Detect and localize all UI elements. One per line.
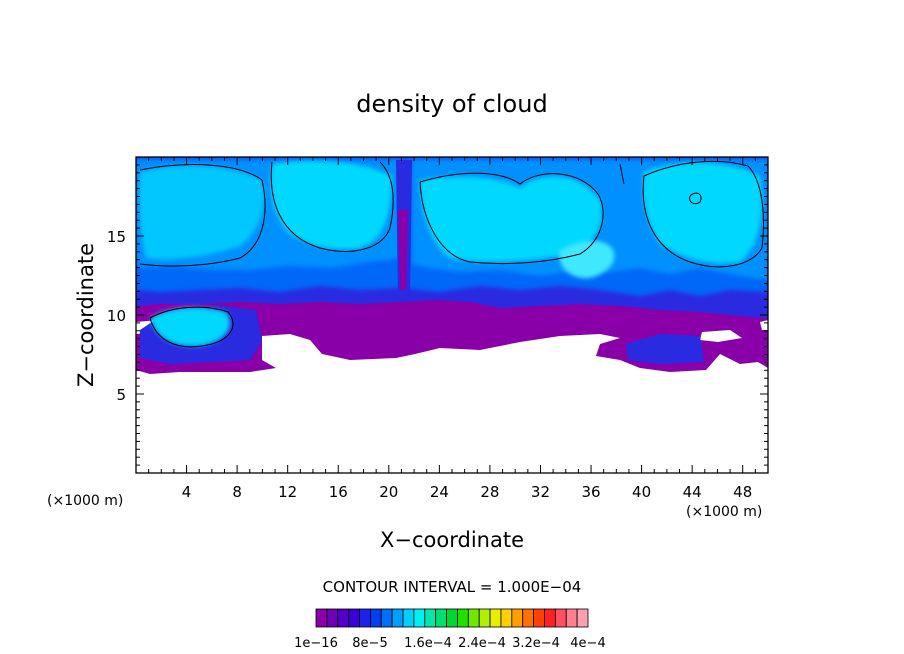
x-tick-label: 8 <box>232 483 242 501</box>
colorbar-label: 4e−4 <box>570 636 605 651</box>
contour-interval-label: CONTOUR INTERVAL = 1.000E−04 <box>323 578 582 596</box>
x-tick-label: 16 <box>329 483 348 501</box>
colorbar <box>315 608 589 628</box>
colorbar-swatch <box>554 608 567 628</box>
colorbar-swatch <box>413 608 426 628</box>
colorbar-swatch <box>500 608 513 628</box>
colorbar-label: 3.2e−4 <box>512 636 560 651</box>
colorbar-swatch <box>380 608 393 628</box>
x-tick-label: 36 <box>581 483 600 501</box>
colorbar-swatch <box>391 608 404 628</box>
y-axis-label: Z−coordinate <box>74 243 98 387</box>
colorbar-swatch <box>544 608 556 628</box>
colorbar-swatch <box>348 608 360 628</box>
colorbar-swatch <box>511 608 524 628</box>
colorbar-label: 2.4e−4 <box>458 636 506 651</box>
colorbar-swatch <box>522 608 534 628</box>
colorbar-swatch <box>489 608 502 628</box>
x-tick-label: 28 <box>480 483 499 501</box>
x-tick-label: 24 <box>430 483 449 501</box>
colorbar-swatch <box>576 608 589 628</box>
colorbar-swatch <box>435 608 447 628</box>
cloud-layer-high <box>139 165 265 260</box>
y-tick-label: 5 <box>116 386 126 404</box>
plot-area <box>136 157 768 473</box>
colorbar-swatch <box>533 608 545 628</box>
colorbar-swatch <box>369 608 382 628</box>
y-tick-label: 10 <box>107 307 126 325</box>
chart-title: density of cloud <box>356 90 547 118</box>
x-unit-label: (×1000 m) <box>686 504 762 520</box>
colorbar-label: 1.6e−4 <box>404 636 452 651</box>
colorbar-labels: 1e−16 8e−5 1.6e−4 2.4e−4 3.2e−4 4e−4 <box>294 636 606 651</box>
x-tick-label: 12 <box>278 483 297 501</box>
colorbar-swatch <box>424 608 437 628</box>
x-tick-label: 48 <box>733 483 752 501</box>
colorbar-swatch <box>467 608 480 628</box>
x-tick-label: 20 <box>379 483 398 501</box>
colorbar-swatch <box>315 608 328 628</box>
colorbar-swatch <box>565 608 578 628</box>
x-axis: 4 8 12 16 20 24 28 32 36 40 44 48 <box>135 157 769 501</box>
colorbar-label: 1e−16 <box>294 636 338 651</box>
colorbar-swatch <box>457 608 469 628</box>
x-tick-label: 32 <box>531 483 550 501</box>
colorbar-swatch <box>446 608 458 628</box>
z-unit-label: (×1000 m) <box>47 493 123 509</box>
colorbar-swatch <box>337 608 350 628</box>
x-tick-label: 44 <box>683 483 702 501</box>
colorbar-label: 8e−5 <box>352 636 387 651</box>
y-axis: 5 10 15 <box>107 156 768 474</box>
colorbar-swatch <box>478 608 491 628</box>
x-axis-label: X−coordinate <box>380 528 524 552</box>
x-tick-label: 40 <box>632 483 651 501</box>
colorbar-swatch <box>359 608 371 628</box>
colorbar-swatch <box>402 608 415 628</box>
colorbar-swatch <box>326 608 339 628</box>
y-tick-label: 15 <box>107 228 126 246</box>
cloud-layer-lowest <box>136 300 768 374</box>
x-tick-label: 4 <box>182 483 192 501</box>
